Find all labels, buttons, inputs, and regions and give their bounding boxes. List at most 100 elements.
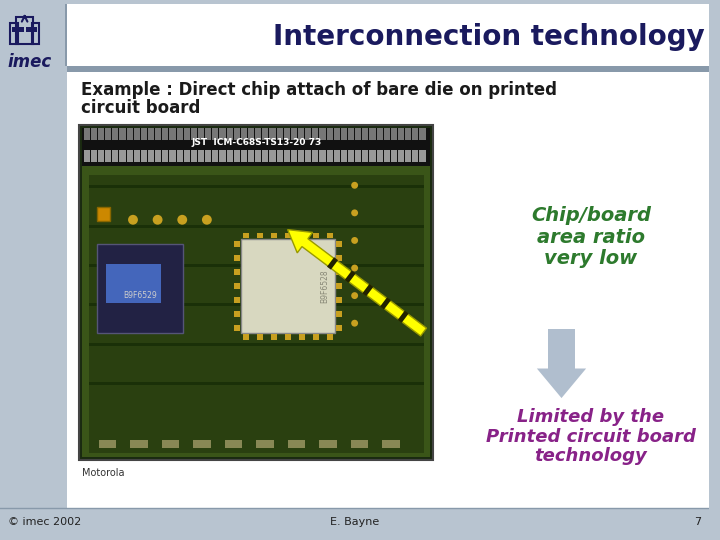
Bar: [16, 17, 34, 44]
Bar: [384, 150, 390, 161]
Bar: [284, 150, 290, 161]
Bar: [127, 128, 132, 140]
Bar: [336, 297, 342, 303]
Bar: [105, 150, 112, 161]
Bar: [127, 150, 132, 161]
Text: Interconnection technology: Interconnection technology: [273, 23, 704, 51]
Circle shape: [351, 320, 358, 327]
Bar: [148, 128, 154, 140]
Bar: [255, 128, 261, 140]
Text: E. Bayne: E. Bayne: [330, 517, 379, 527]
Bar: [336, 241, 342, 247]
Bar: [398, 150, 404, 161]
Bar: [91, 150, 97, 161]
Bar: [212, 128, 218, 140]
Bar: [291, 150, 297, 161]
Bar: [312, 150, 318, 161]
Text: Example : Direct chip attach of bare die on printed: Example : Direct chip attach of bare die…: [81, 81, 557, 99]
Bar: [257, 233, 264, 239]
Bar: [285, 334, 291, 340]
Bar: [248, 128, 254, 140]
Bar: [235, 311, 240, 317]
Bar: [0, 508, 709, 536]
Bar: [377, 150, 383, 161]
Bar: [141, 128, 147, 140]
Bar: [155, 128, 161, 140]
Bar: [243, 233, 249, 239]
Bar: [220, 150, 225, 161]
Polygon shape: [537, 368, 586, 398]
Bar: [184, 150, 190, 161]
Bar: [234, 128, 240, 140]
Bar: [405, 150, 411, 161]
Circle shape: [351, 292, 358, 299]
Bar: [193, 441, 211, 448]
Circle shape: [351, 182, 358, 189]
Text: © imec 2002: © imec 2002: [8, 517, 81, 527]
Bar: [257, 334, 264, 340]
Bar: [269, 150, 276, 161]
Bar: [99, 441, 116, 448]
Circle shape: [128, 215, 138, 225]
Bar: [112, 150, 119, 161]
Circle shape: [351, 265, 358, 272]
Bar: [148, 150, 154, 161]
Bar: [19, 26, 24, 32]
Bar: [362, 150, 369, 161]
Bar: [212, 150, 218, 161]
Bar: [241, 128, 247, 140]
Bar: [269, 128, 276, 140]
Bar: [234, 150, 240, 161]
Bar: [235, 255, 240, 261]
Text: B9F6528: B9F6528: [320, 269, 330, 302]
Bar: [96, 245, 183, 333]
Bar: [348, 128, 354, 140]
Bar: [235, 325, 240, 331]
Bar: [382, 441, 400, 448]
Bar: [241, 150, 247, 161]
Bar: [241, 239, 335, 333]
Bar: [89, 176, 423, 453]
Bar: [398, 128, 404, 140]
Bar: [320, 150, 325, 161]
Circle shape: [351, 237, 358, 244]
Bar: [391, 128, 397, 140]
Bar: [348, 150, 354, 161]
Bar: [82, 128, 431, 457]
Bar: [391, 150, 397, 161]
Text: 7: 7: [694, 517, 701, 527]
Bar: [130, 441, 148, 448]
Bar: [299, 334, 305, 340]
Bar: [320, 128, 325, 140]
Bar: [169, 128, 176, 140]
Bar: [405, 128, 411, 140]
Bar: [336, 269, 342, 275]
Bar: [336, 255, 342, 261]
Bar: [420, 150, 426, 161]
Bar: [176, 150, 183, 161]
Bar: [184, 128, 190, 140]
Bar: [198, 128, 204, 140]
Bar: [312, 128, 318, 140]
Bar: [235, 284, 240, 289]
Bar: [162, 128, 168, 140]
Bar: [319, 441, 337, 448]
Bar: [98, 128, 104, 140]
Bar: [413, 128, 418, 140]
Bar: [227, 150, 233, 161]
Bar: [78, 125, 433, 460]
Bar: [284, 128, 290, 140]
Bar: [298, 150, 304, 161]
Bar: [134, 150, 140, 161]
Bar: [169, 150, 176, 161]
Bar: [84, 128, 90, 140]
Bar: [235, 297, 240, 303]
Bar: [305, 150, 311, 161]
Bar: [351, 441, 369, 448]
Bar: [420, 128, 426, 140]
Bar: [299, 233, 305, 239]
Circle shape: [202, 215, 212, 225]
Text: Printed circuit board: Printed circuit board: [486, 428, 696, 445]
Bar: [248, 150, 254, 161]
Bar: [26, 26, 30, 32]
